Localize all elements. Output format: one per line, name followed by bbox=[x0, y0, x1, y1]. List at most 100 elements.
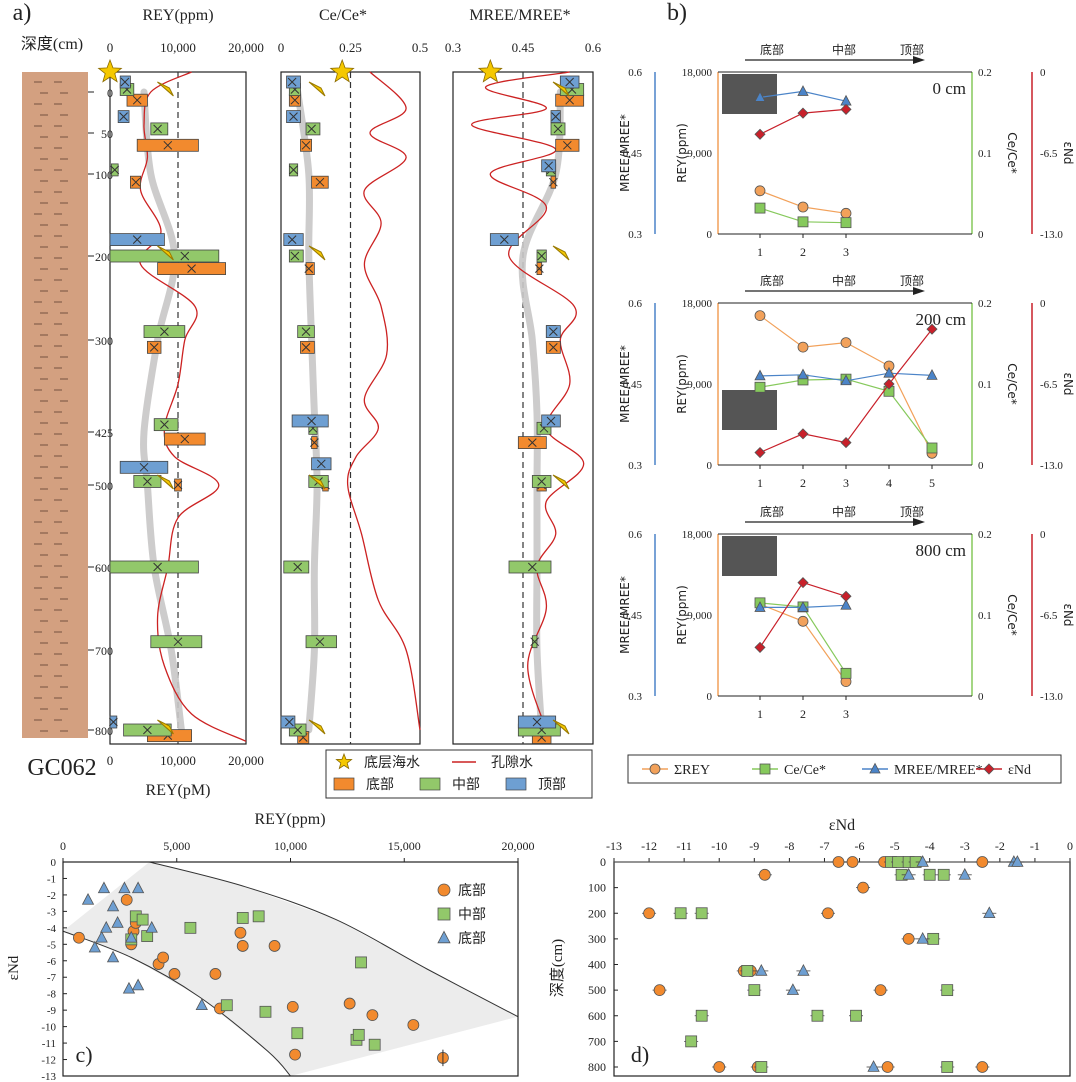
box-median-x bbox=[527, 438, 537, 447]
scatter-point bbox=[874, 984, 887, 997]
y-axis-title: 深度(cm) bbox=[549, 939, 566, 997]
scatter-point bbox=[850, 1009, 862, 1022]
scatter-point bbox=[758, 868, 771, 881]
scatter-point bbox=[976, 856, 989, 868]
x-tick-label: 1 bbox=[757, 476, 763, 490]
scatter-point bbox=[234, 926, 247, 939]
x-tick-label: -2 bbox=[995, 839, 1005, 853]
sub-panel-title: 0 cm bbox=[932, 79, 966, 98]
core-id-label: GC062 bbox=[27, 755, 96, 781]
box-中部 bbox=[283, 560, 310, 574]
scatter-point bbox=[976, 1061, 989, 1073]
mree-tick: 0.45 bbox=[623, 148, 643, 160]
panel-a: a) 深度(cm) 0 50 100 200 300 425 500 600 700 800 GC062… bbox=[13, 0, 602, 799]
box-median-x bbox=[149, 343, 159, 352]
top-axis-tick-label: 10,000 bbox=[160, 40, 196, 55]
trend-arrow bbox=[308, 81, 326, 97]
legend-seawater: 底层海水 bbox=[364, 755, 420, 771]
box-中部 bbox=[508, 560, 552, 574]
scatter-point bbox=[252, 910, 265, 923]
scatter-point bbox=[95, 930, 108, 943]
series-marker bbox=[754, 185, 766, 197]
trend-arrow bbox=[552, 81, 570, 97]
series-marker bbox=[797, 577, 809, 589]
series-marker bbox=[926, 442, 938, 454]
series-marker bbox=[797, 107, 809, 119]
x-tick-label: -8 bbox=[784, 839, 794, 853]
y-tick-label: 700 bbox=[588, 1034, 606, 1048]
scatter-point bbox=[73, 931, 85, 944]
box-median-x bbox=[551, 112, 561, 121]
panel-b-label: b) bbox=[667, 0, 687, 26]
scatter-point bbox=[713, 1061, 726, 1073]
box-median-x bbox=[301, 140, 311, 150]
rey-axis-title: REY(ppm) bbox=[675, 123, 689, 183]
legend-label: 底部 bbox=[458, 931, 486, 947]
series-marker bbox=[797, 601, 809, 612]
scatter-point bbox=[958, 867, 971, 880]
box-底部 bbox=[305, 262, 315, 276]
series-line bbox=[759, 603, 847, 682]
y-tick-label: -8 bbox=[47, 989, 57, 1001]
box-顶部 bbox=[280, 715, 296, 729]
series-marker bbox=[797, 368, 809, 380]
box-median-x bbox=[289, 112, 298, 121]
y-tick-label: -13 bbox=[41, 1071, 56, 1082]
y-tick-label: 400 bbox=[588, 958, 606, 972]
position-label: 底部 bbox=[760, 42, 784, 57]
scatter-point bbox=[755, 1061, 768, 1073]
series-marker bbox=[754, 381, 766, 393]
envelope-lower bbox=[62, 930, 291, 1077]
mree-tick: 0.3 bbox=[628, 691, 642, 703]
direction-arrow-head bbox=[913, 518, 925, 526]
box-median-x bbox=[310, 438, 319, 447]
scatter-point bbox=[111, 915, 124, 928]
trend-arrow bbox=[157, 719, 174, 735]
depth-tick-label: 700 bbox=[95, 644, 113, 658]
x-tick-label: 0 bbox=[60, 839, 66, 853]
porewater-curve bbox=[346, 71, 421, 731]
scatter-point bbox=[118, 881, 131, 894]
end-tick: -6.5 bbox=[1040, 148, 1058, 160]
ce-axis-title: Ce/Ce* bbox=[1005, 132, 1019, 174]
box-median-x bbox=[304, 264, 314, 273]
scatter-point bbox=[220, 999, 233, 1012]
series-marker bbox=[797, 216, 809, 228]
position-label: 顶部 bbox=[900, 42, 924, 57]
rey-tick: 9,000 bbox=[687, 610, 712, 622]
scatter-point bbox=[653, 984, 666, 997]
x-tick-label: 10,000 bbox=[274, 839, 307, 853]
y-axis-title: εNd bbox=[6, 955, 22, 980]
scatter-point bbox=[685, 1035, 698, 1048]
legend-bottom: 底部 bbox=[366, 777, 394, 793]
y-tick-label: -11 bbox=[42, 1038, 56, 1050]
top-axis-tick-label: 20,000 bbox=[228, 40, 264, 55]
y-tick-label: 600 bbox=[588, 1009, 606, 1023]
x-tick-label: 5 bbox=[929, 476, 935, 490]
box-median-x bbox=[187, 264, 196, 273]
scatter-point bbox=[857, 881, 869, 894]
rey-tick: 0 bbox=[707, 691, 713, 703]
depth-tick-label: 50 bbox=[101, 127, 113, 141]
mree-axis-title: MREE/MREE* bbox=[618, 345, 632, 423]
scatter-point bbox=[983, 906, 996, 919]
end-axis-title: εNd bbox=[1061, 141, 1075, 164]
y-tick-label: -10 bbox=[41, 1022, 56, 1034]
box-median-x bbox=[548, 177, 558, 187]
scatter-point bbox=[131, 881, 145, 894]
series-marker bbox=[797, 428, 809, 440]
ce-tick: 0 bbox=[978, 691, 984, 703]
box-median-x bbox=[287, 235, 297, 244]
bottom-axis-title: REY(pM) bbox=[146, 782, 211, 799]
legend-marker bbox=[437, 930, 451, 944]
scatter-point bbox=[846, 856, 859, 868]
x-tick-label: 3 bbox=[843, 707, 849, 721]
scatter-point bbox=[131, 978, 145, 991]
x-tick-label: 2 bbox=[800, 245, 806, 259]
legend-label: 中部 bbox=[458, 907, 486, 923]
ce-tick: 0.2 bbox=[978, 67, 992, 79]
series-marker bbox=[840, 337, 852, 349]
series-marker bbox=[926, 323, 938, 335]
x-tick-label: -4 bbox=[925, 839, 935, 853]
box-中部 bbox=[150, 635, 203, 649]
